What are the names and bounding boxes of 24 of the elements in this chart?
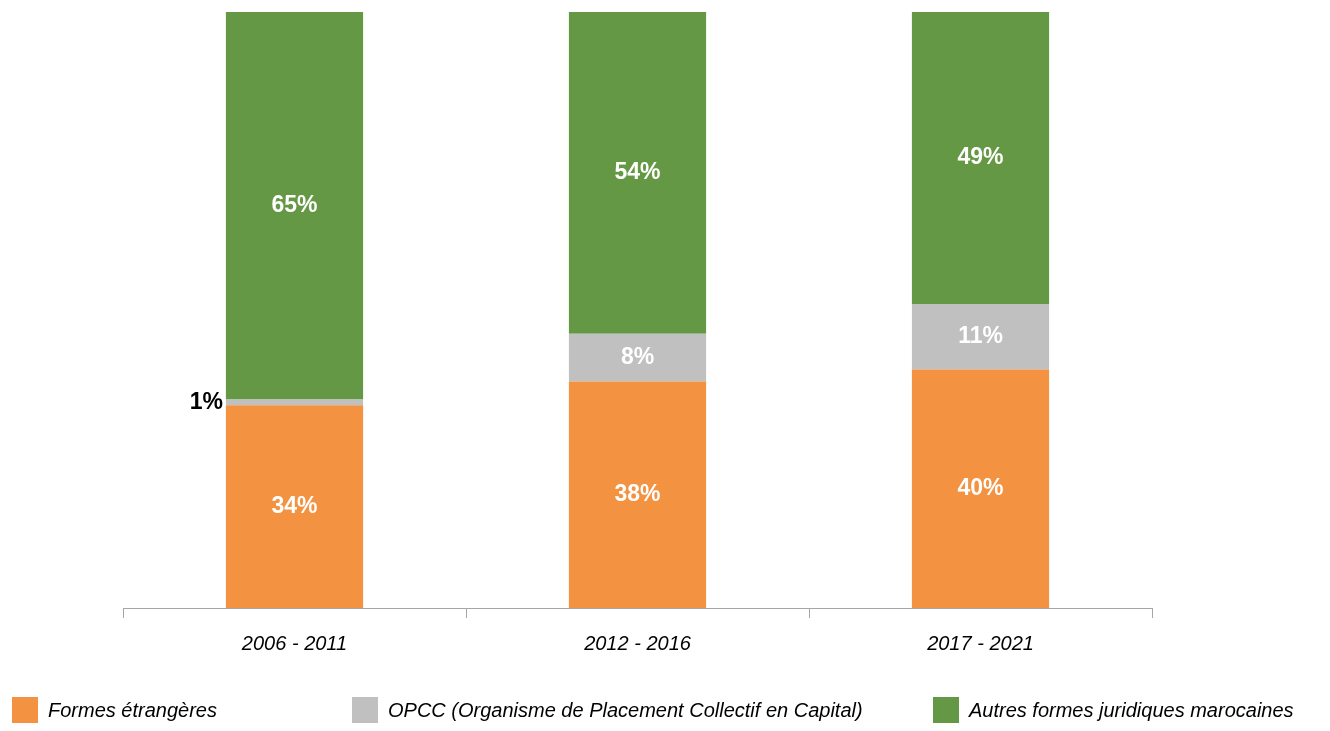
data-label: 8% <box>620 343 655 370</box>
data-label: 11% <box>958 322 1003 349</box>
bar <box>911 304 1050 370</box>
bar <box>225 405 364 608</box>
data-label: 40% <box>957 474 1004 501</box>
data-label: 54% <box>614 158 661 185</box>
data-label: 34% <box>271 492 318 519</box>
data-label: 49% <box>957 143 1004 170</box>
data-label: 1% <box>189 387 223 414</box>
bar <box>225 12 364 400</box>
legend-label: Autres formes juridiques marocaines <box>969 698 1294 722</box>
x-tick-label: 2017 - 2021 <box>926 631 1034 654</box>
bar <box>225 399 364 406</box>
legend-label: OPCC (Organisme de Placement Collectif en Capital) <box>388 698 863 722</box>
legend-label: Formes étrangères <box>48 698 217 722</box>
bar <box>911 369 1050 608</box>
bar <box>911 12 1050 305</box>
bar <box>568 333 707 382</box>
x-tick-label: 2012 - 2016 <box>583 631 692 654</box>
data-label: 38% <box>614 480 661 507</box>
data-label: 65% <box>271 191 318 218</box>
x-tick-label: 2006 - 2011 <box>240 631 348 654</box>
bar <box>568 381 707 608</box>
bar <box>568 12 707 334</box>
